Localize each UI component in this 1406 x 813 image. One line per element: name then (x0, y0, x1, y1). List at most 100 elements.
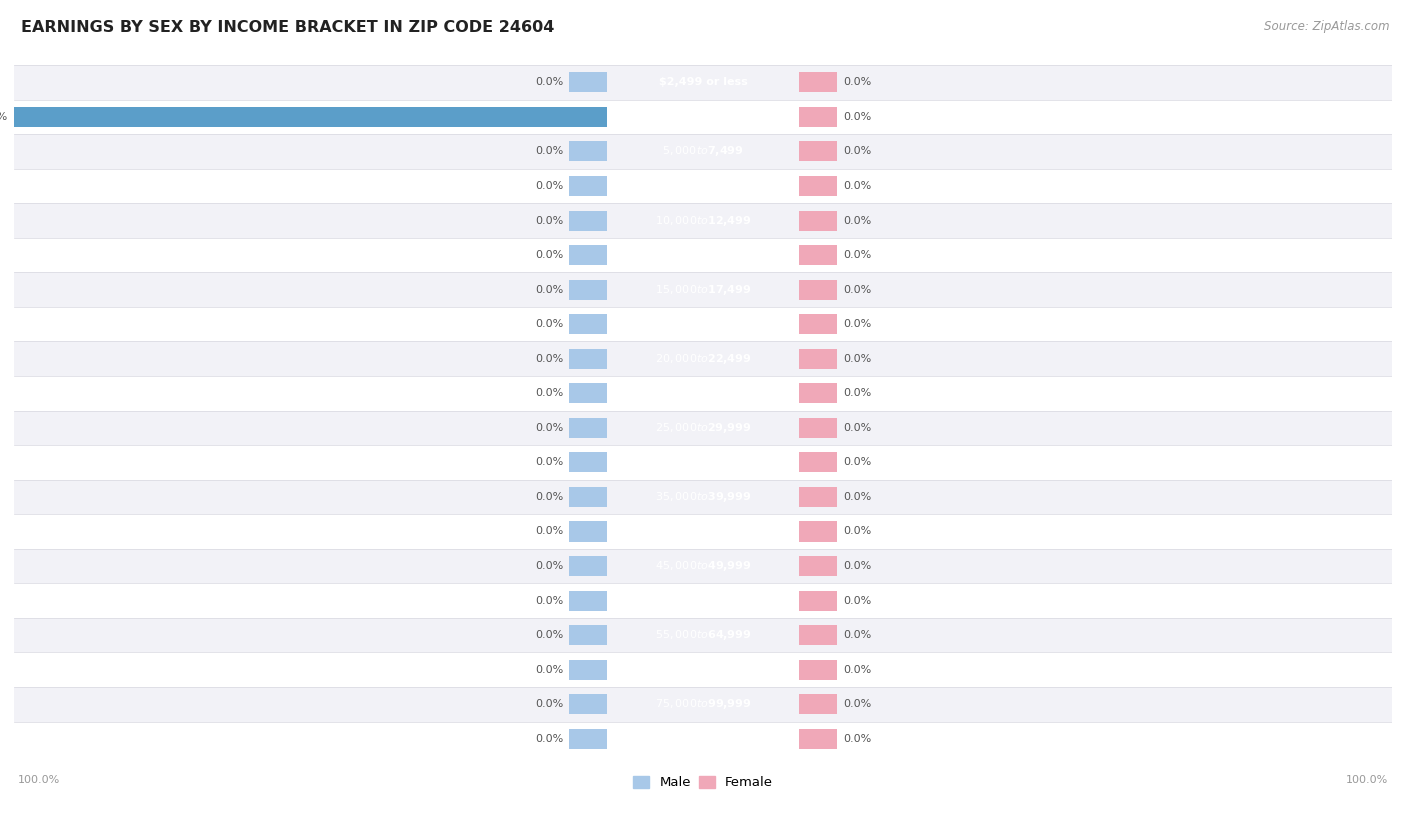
Text: $20,000 to $22,499: $20,000 to $22,499 (655, 352, 751, 366)
Bar (800, 72, 838, 93)
Bar (800, 694, 838, 715)
Text: 0.0%: 0.0% (534, 596, 564, 606)
Text: 0.0%: 0.0% (534, 561, 564, 571)
Text: 0.0%: 0.0% (534, 527, 564, 537)
Bar (800, 556, 838, 576)
Text: 0.0%: 0.0% (842, 561, 872, 571)
Text: 0.0%: 0.0% (534, 181, 564, 191)
Text: 0.0%: 0.0% (534, 699, 564, 709)
Text: $25,000 to $29,999: $25,000 to $29,999 (655, 421, 751, 435)
Legend: Male, Female: Male, Female (627, 771, 779, 794)
Bar (14, 134, 1392, 169)
Text: 0.0%: 0.0% (534, 423, 564, 433)
Text: 0.0%: 0.0% (534, 285, 564, 294)
Text: $10,000 to $12,499: $10,000 to $12,499 (655, 214, 751, 228)
Text: 100.0%: 100.0% (0, 112, 8, 122)
Text: Source: ZipAtlas.com: Source: ZipAtlas.com (1264, 20, 1389, 33)
Text: 0.0%: 0.0% (842, 630, 872, 640)
Bar (568, 659, 606, 680)
Bar (568, 176, 606, 196)
Text: 0.0%: 0.0% (842, 596, 872, 606)
Bar (14, 307, 1392, 341)
Bar (800, 176, 838, 196)
Bar (800, 521, 838, 541)
Bar (800, 107, 838, 127)
Bar (568, 487, 606, 507)
Text: 0.0%: 0.0% (534, 458, 564, 467)
Bar (14, 272, 1392, 307)
Text: 0.0%: 0.0% (842, 250, 872, 260)
Text: 100.0%: 100.0% (1347, 775, 1389, 785)
Text: $35,000 to $39,999: $35,000 to $39,999 (655, 490, 751, 504)
Text: $75,000 to $99,999: $75,000 to $99,999 (655, 698, 751, 711)
Text: $2,500 to $4,999: $2,500 to $4,999 (662, 110, 744, 124)
Text: 0.0%: 0.0% (842, 112, 872, 122)
Text: 100.0%: 100.0% (17, 775, 59, 785)
Text: $100,000+: $100,000+ (669, 734, 737, 744)
Bar (568, 590, 606, 611)
Text: 0.0%: 0.0% (842, 389, 872, 398)
Bar (14, 203, 1392, 237)
Text: 0.0%: 0.0% (842, 285, 872, 294)
Text: 0.0%: 0.0% (534, 492, 564, 502)
Text: 0.0%: 0.0% (842, 354, 872, 363)
Text: EARNINGS BY SEX BY INCOME BRACKET IN ZIP CODE 24604: EARNINGS BY SEX BY INCOME BRACKET IN ZIP… (21, 20, 554, 35)
Bar (14, 99, 1392, 134)
Text: $40,000 to $44,999: $40,000 to $44,999 (655, 524, 751, 538)
Bar (568, 625, 606, 646)
Bar (800, 625, 838, 646)
Bar (800, 659, 838, 680)
Bar (568, 245, 606, 265)
Text: $7,500 to $9,999: $7,500 to $9,999 (662, 179, 744, 193)
Text: 0.0%: 0.0% (534, 77, 564, 87)
Bar (800, 211, 838, 231)
Text: 0.0%: 0.0% (534, 146, 564, 156)
Bar (14, 341, 1392, 376)
Bar (568, 314, 606, 334)
Text: 0.0%: 0.0% (842, 77, 872, 87)
Text: $12,500 to $14,999: $12,500 to $14,999 (655, 248, 751, 262)
Bar (14, 376, 1392, 411)
Text: $55,000 to $64,999: $55,000 to $64,999 (655, 628, 751, 642)
Text: 0.0%: 0.0% (842, 527, 872, 537)
Bar (568, 349, 606, 369)
Bar (14, 652, 1392, 687)
Bar (568, 521, 606, 541)
Bar (14, 584, 1392, 618)
Text: 0.0%: 0.0% (842, 734, 872, 744)
Bar (800, 487, 838, 507)
Bar (14, 446, 1392, 480)
Bar (14, 169, 1392, 203)
Bar (14, 107, 606, 127)
Text: 0.0%: 0.0% (842, 665, 872, 675)
Text: $2,499 or less: $2,499 or less (658, 77, 748, 87)
Text: 0.0%: 0.0% (842, 320, 872, 329)
Text: 0.0%: 0.0% (842, 181, 872, 191)
Bar (800, 383, 838, 403)
Bar (568, 211, 606, 231)
Text: 0.0%: 0.0% (534, 320, 564, 329)
Bar (800, 418, 838, 438)
Bar (800, 314, 838, 334)
Bar (800, 349, 838, 369)
Bar (800, 590, 838, 611)
Bar (14, 687, 1392, 722)
Bar (14, 549, 1392, 584)
Bar (800, 452, 838, 472)
Text: $17,500 to $19,999: $17,500 to $19,999 (655, 317, 751, 331)
Text: $5,000 to $7,499: $5,000 to $7,499 (662, 145, 744, 159)
Bar (14, 480, 1392, 515)
Text: $30,000 to $34,999: $30,000 to $34,999 (655, 455, 751, 469)
Bar (800, 245, 838, 265)
Bar (14, 65, 1392, 99)
Bar (568, 280, 606, 300)
Text: $50,000 to $54,999: $50,000 to $54,999 (655, 593, 751, 607)
Text: 0.0%: 0.0% (842, 146, 872, 156)
Bar (568, 452, 606, 472)
Text: 0.0%: 0.0% (534, 389, 564, 398)
Text: $15,000 to $17,499: $15,000 to $17,499 (655, 283, 751, 297)
Text: 0.0%: 0.0% (842, 423, 872, 433)
Bar (14, 515, 1392, 549)
Text: 0.0%: 0.0% (534, 354, 564, 363)
Bar (568, 694, 606, 715)
